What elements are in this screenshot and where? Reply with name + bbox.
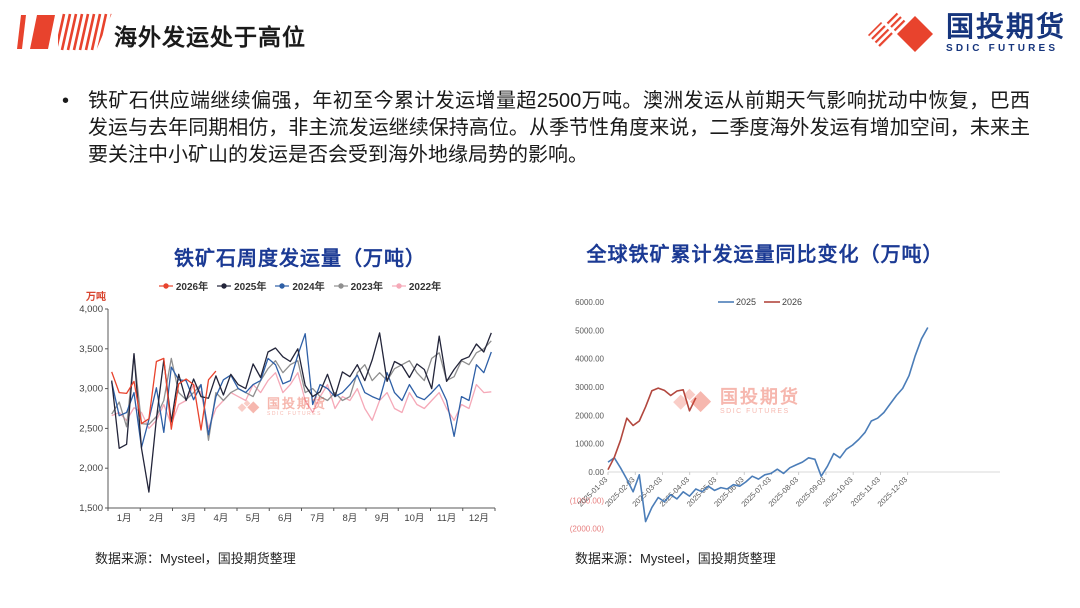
- page-title: 海外发运处于高位: [114, 24, 306, 50]
- legend-item-2026: 2026: [764, 297, 803, 307]
- svg-text:9月: 9月: [375, 513, 390, 524]
- legend-item-2025年: 2025年: [217, 278, 266, 293]
- svg-text:7月: 7月: [310, 513, 325, 524]
- svg-text:10月: 10月: [404, 513, 424, 524]
- svg-text:2025-12-03: 2025-12-03: [876, 475, 909, 508]
- header-stripe-icon: [14, 13, 112, 56]
- logo-text-cn: 国投期货: [945, 10, 1066, 42]
- svg-text:(1000.00): (1000.00): [570, 496, 605, 505]
- right-chart-title: 全球铁矿累计发运量同比变化（万吨）: [586, 244, 944, 266]
- svg-text:1,500: 1,500: [79, 503, 103, 514]
- left-chart-canvas: 4,000 3,500 3,000 2,500 2,000 1,500 1月 2月 3月 4月 5月…: [79, 304, 496, 524]
- svg-text:4,000: 4,000: [79, 304, 103, 315]
- svg-text:4月: 4月: [213, 513, 228, 524]
- company-logo: 国投期货 SDIC FUTURES: [866, 8, 1066, 58]
- logo-diamonds-icon: [867, 12, 933, 52]
- svg-text:8月: 8月: [342, 513, 357, 524]
- svg-text:5月: 5月: [246, 513, 261, 524]
- svg-text:2,500: 2,500: [79, 423, 103, 434]
- svg-text:0.00: 0.00: [588, 468, 604, 477]
- svg-text:5000.00: 5000.00: [575, 326, 604, 335]
- svg-text:2月: 2月: [149, 513, 164, 524]
- legend-item-2023年: 2023年: [333, 278, 383, 293]
- svg-text:3000.00: 3000.00: [575, 383, 604, 392]
- right-chart-source-caption: 数据来源：Mysteel，国投期货整理: [575, 551, 776, 566]
- bullet-symbol: •: [62, 90, 70, 112]
- svg-text:4000.00: 4000.00: [575, 355, 604, 364]
- left-chart-y-unit-label: 万吨: [86, 292, 106, 303]
- svg-text:12月: 12月: [469, 513, 489, 524]
- right-chart-legend: 2025 2026: [718, 297, 802, 307]
- svg-text:(2000.00): (2000.00): [570, 525, 605, 534]
- legend-item-2022年: 2022年: [391, 278, 441, 293]
- svg-text:1月: 1月: [117, 513, 132, 524]
- svg-text:6000.00: 6000.00: [575, 298, 604, 307]
- left-chart-source-caption: 数据来源：Mysteel，国投期货整理: [95, 551, 296, 566]
- svg-text:2000.00: 2000.00: [575, 411, 604, 420]
- svg-text:3月: 3月: [181, 513, 196, 524]
- left-chart-legend: 2026年 2025年 2024年 2023年 2022年: [80, 278, 520, 293]
- svg-text:3,000: 3,000: [79, 384, 103, 395]
- svg-text:3,500: 3,500: [79, 344, 103, 355]
- left-chart-title: 铁矿石周度发运量（万吨）: [174, 248, 426, 270]
- summary-paragraph: • 铁矿石供应端继续偏强，年初至今累计发运增量超2500万吨。澳洲发运从前期天气…: [62, 88, 1030, 169]
- svg-text:11月: 11月: [437, 513, 456, 524]
- legend-item-2026年: 2026年: [158, 278, 208, 293]
- summary-text: 铁矿石供应端继续偏强，年初至今累计发运增量超2500万吨。澳洲发运从前期天气影响…: [88, 90, 1030, 166]
- legend-item-2025: 2025: [718, 297, 757, 307]
- svg-text:2,000: 2,000: [79, 463, 103, 474]
- legend-item-2024年: 2024年: [275, 278, 325, 293]
- svg-text:1000.00: 1000.00: [575, 440, 604, 449]
- right-chart-canvas: 6000.00 5000.00 4000.00 3000.00 2000.00 1000.…: [570, 298, 1000, 534]
- logo-text-en: SDIC FUTURES: [945, 42, 1059, 54]
- svg-text:6月: 6月: [278, 513, 293, 524]
